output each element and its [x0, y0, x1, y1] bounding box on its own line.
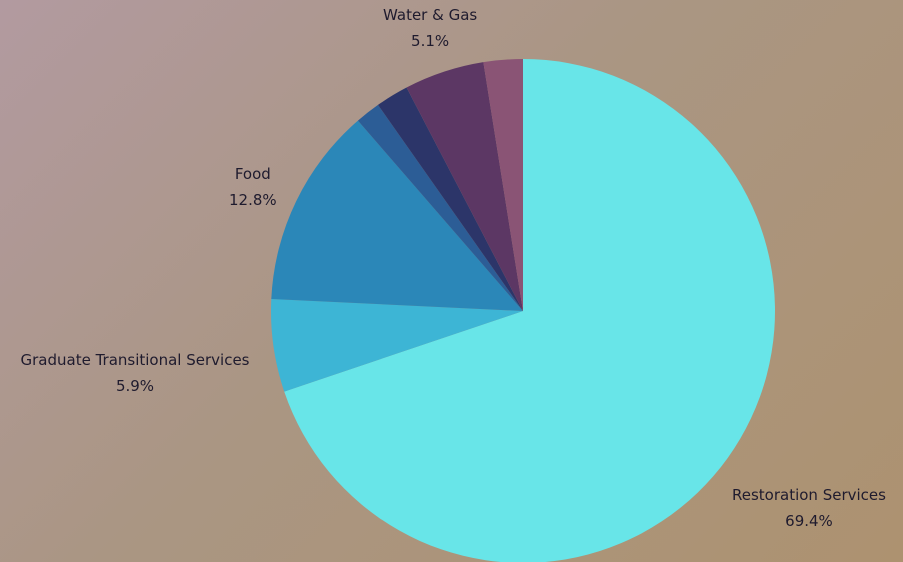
slice-label: Graduate Transitional Services 5.9%	[21, 347, 250, 399]
slice-label-name: Graduate Transitional Services	[20, 351, 250, 369]
slice-label-value: 5.9%	[115, 377, 155, 395]
pie-slice-water-gas[interactable]	[406, 62, 523, 311]
slice-label-value: 12.8%	[229, 191, 277, 209]
slice-label-value: 5.1%	[411, 32, 450, 50]
pie-slice-graduate-transitional-services[interactable]	[270, 299, 523, 392]
pie-slice-unlabeled-4[interactable]	[377, 87, 523, 312]
slice-label: Food 12.8%	[229, 161, 277, 213]
slice-label-name: Water & Gas	[383, 6, 478, 24]
pie-slice-food[interactable]	[271, 120, 523, 311]
slice-label: Restoration Services 69.4%	[732, 482, 886, 534]
slice-label: Water & Gas 5.1%	[383, 2, 477, 54]
slice-label-value: 69.4%	[785, 512, 833, 530]
pie-slice-unlabeled-6[interactable]	[483, 59, 523, 311]
pie-slice-unlabeled-3[interactable]	[357, 104, 523, 312]
pie-slice-restoration-services[interactable]	[284, 59, 776, 562]
slice-label-name: Restoration Services	[732, 486, 886, 504]
slice-label-name: Food	[234, 165, 271, 183]
